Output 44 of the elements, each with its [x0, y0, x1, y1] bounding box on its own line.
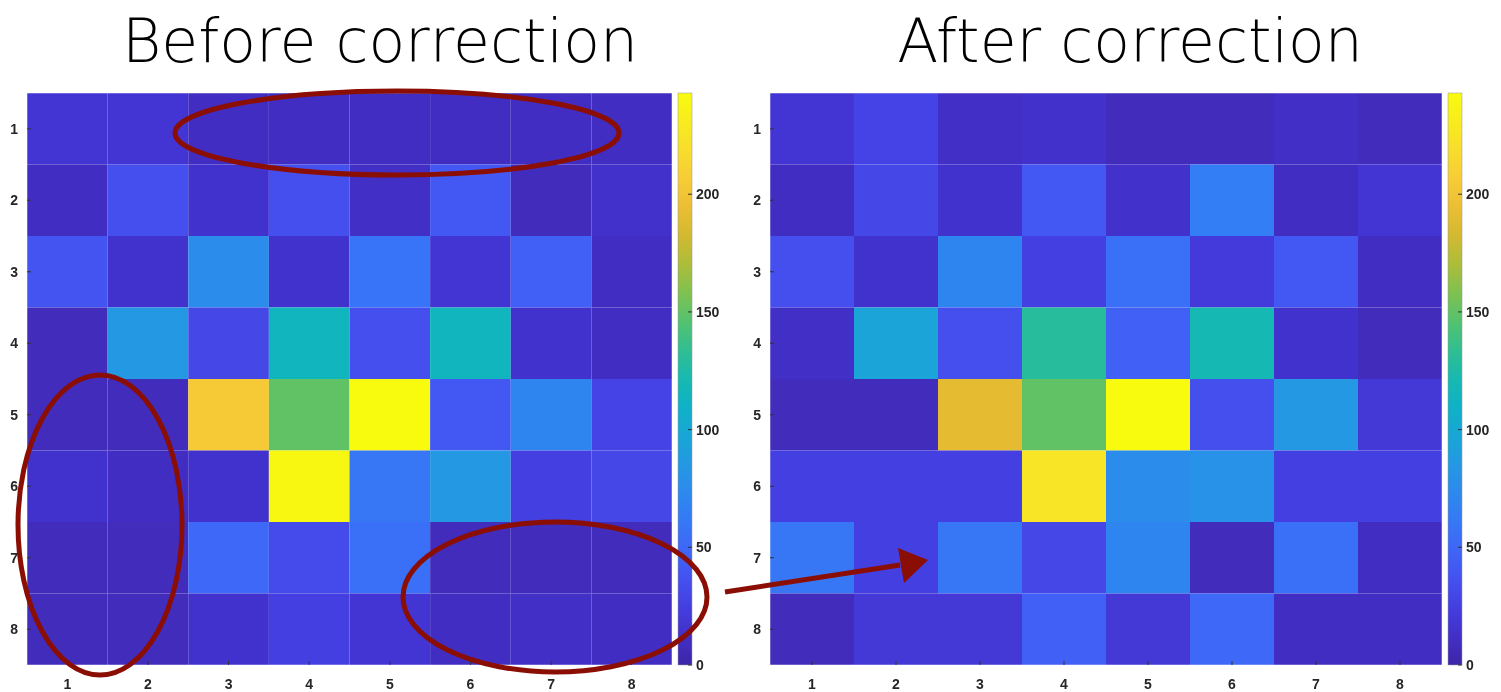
- color-bar-label: 100: [696, 421, 720, 438]
- color-bar-label: 200: [1466, 186, 1490, 203]
- x-tick-label: 1: [808, 676, 817, 692]
- y-tick-label: 8: [753, 621, 762, 638]
- x-tick-label: 5: [1144, 676, 1153, 692]
- x-tick-label: 7: [1312, 676, 1321, 692]
- color-bar-label: 200: [696, 186, 720, 203]
- x-tick-label: 5: [385, 676, 394, 692]
- x-tick-label: 6: [1228, 676, 1237, 692]
- x-tick-label: 2: [892, 676, 901, 692]
- y-tick-label: 4: [10, 335, 19, 352]
- chart-title: Before correction: [122, 6, 638, 76]
- color-bar-label: 150: [1466, 303, 1490, 320]
- x-tick-label: 6: [466, 676, 475, 692]
- y-tick-label: 1: [10, 120, 19, 137]
- y-tick-label: 7: [10, 549, 19, 566]
- y-tick-label: 5: [753, 406, 762, 423]
- x-tick-label: 1: [63, 676, 72, 692]
- x-tick-label: 4: [1060, 676, 1069, 692]
- x-tick-label: 3: [976, 676, 985, 692]
- y-tick-label: 4: [753, 335, 762, 352]
- y-tick-label: 5: [10, 406, 19, 423]
- color-bar-label: 100: [1466, 421, 1490, 438]
- chart-title: After correction: [897, 6, 1363, 76]
- x-tick-label: 8: [1396, 676, 1405, 692]
- color-bar-label: 0: [696, 657, 704, 673]
- y-tick-label: 3: [753, 263, 762, 280]
- x-tick-label: 2: [144, 676, 153, 692]
- y-tick-label: 6: [10, 478, 19, 495]
- color-bar-label: 150: [696, 303, 720, 320]
- x-tick-label: 8: [627, 676, 636, 692]
- y-tick-label: 6: [753, 478, 762, 495]
- x-tick-label: 4: [305, 676, 314, 692]
- y-tick-label: 3: [10, 263, 19, 280]
- y-tick-label: 2: [753, 192, 762, 209]
- y-tick-label: 2: [10, 192, 19, 209]
- color-bar-label: 50: [696, 539, 712, 556]
- color-bar-label: 0: [1466, 657, 1474, 673]
- x-tick-label: 3: [224, 676, 233, 692]
- x-tick-label: 7: [547, 676, 556, 692]
- y-tick-label: 7: [753, 549, 762, 566]
- y-tick-label: 8: [10, 621, 19, 638]
- color-bar-label: 50: [1466, 539, 1482, 556]
- y-tick-label: 1: [753, 120, 762, 137]
